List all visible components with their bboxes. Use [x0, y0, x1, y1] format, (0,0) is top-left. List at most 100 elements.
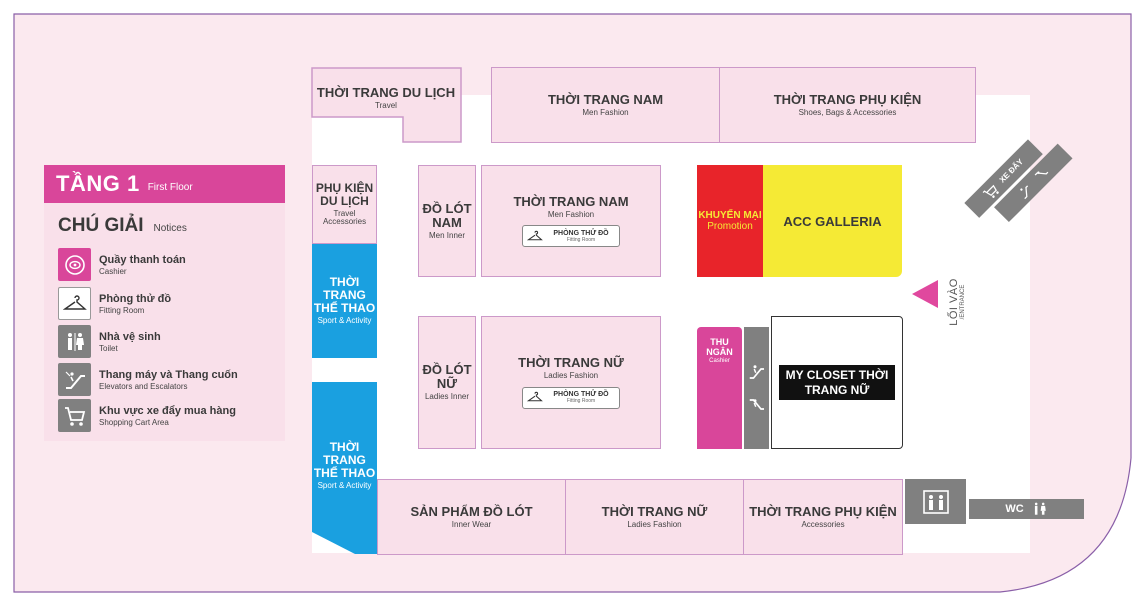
hanger-icon: [58, 287, 91, 320]
legend-sublabel: Toilet: [99, 343, 118, 353]
zone-men-inner[interactable]: ĐỒ LÓT NAM Men Inner: [418, 165, 476, 277]
zone-sub: Sport & Activity: [317, 480, 372, 490]
zone-sub: Sport & Activity: [317, 316, 372, 326]
zone-name: THỜI TRANG NỮ: [601, 503, 708, 519]
floor-title: TẦNG 1 First Floor: [44, 165, 285, 203]
cart-strip-2: [994, 143, 1073, 223]
legend-label: Phòng thử đồ: [99, 292, 172, 305]
zone-sub: Travel: [375, 101, 397, 111]
zone-name: KHUYẾN MẠI: [698, 210, 762, 221]
wc-block: WC: [969, 499, 1084, 519]
zone-ladies-fashion-mid[interactable]: THỜI TRANG NỮ Ladies Fashion PHÒNG THỬ Đ…: [481, 316, 661, 449]
zone-sub: Travel Accessories: [322, 208, 367, 227]
fitting-room-label: PHÒNG THỬ ĐỒ: [553, 229, 609, 237]
zone-name: THỜI TRANG NỮ: [518, 355, 624, 371]
zone-name: THỜI TRANG NAM: [547, 91, 664, 107]
fitting-room-sub: Fitting Room: [566, 236, 596, 243]
zone-sport-1[interactable]: THỜI TRANG THỂ THAO Sport & Activity: [312, 244, 377, 358]
legend-title: CHÚ GIẢI Notices: [58, 215, 187, 237]
fitting-room-label: PHÒNG THỬ ĐỒ: [553, 391, 609, 399]
zone-name: MY CLOSET THỜI TRANG NỮ: [779, 365, 895, 400]
zone-sub: Promotion: [707, 221, 753, 232]
escalator-block: [744, 327, 769, 449]
hanger-icon: [527, 230, 543, 241]
legend-label: Khu vực xe đẩy mua hàng: [99, 404, 236, 417]
legend-subtitle: Notices: [153, 223, 187, 234]
zone-ladies-fashion-bottom[interactable]: THỜI TRANG NỮ Ladies Fashion: [565, 479, 744, 555]
legend-item-cashier: Quầy thanh toán Cashier: [58, 248, 186, 281]
zone-name: ACC GALLERIA: [783, 213, 882, 229]
entrance-arrow-icon: [912, 280, 938, 308]
zone-name: SẢN PHẨM ĐỒ LÓT: [410, 503, 533, 519]
legend-title-text: CHÚ GIẢI: [58, 215, 144, 236]
shopping-cart-icon: [982, 184, 999, 198]
zone-sub: Accessories: [801, 519, 845, 529]
escalator-icon: [58, 363, 91, 396]
escalator-icon: [1019, 185, 1028, 199]
legend-label: Nhà vệ sinh: [99, 330, 161, 343]
escalator-icon: [1034, 171, 1048, 176]
zone-ladies-inner[interactable]: ĐỒ LÓT NỮ Ladies Inner: [418, 316, 476, 449]
entrance-sub: /ENTRANCE: [960, 284, 966, 320]
legend-panel: TẦNG 1 First Floor CHÚ GIẢI Notices Quầy…: [44, 165, 285, 441]
legend-sublabel: Fitting Room: [99, 305, 145, 315]
fitting-room-badge: PHÒNG THỬ ĐỒ Fitting Room: [522, 386, 620, 409]
legend-label: Quầy thanh toán: [99, 253, 186, 266]
zone-name: THU NGÂN: [706, 337, 733, 358]
zone-name: ĐỒ LÓT NỮ: [422, 362, 472, 392]
legend-item-toilet: Nhà vệ sinh Toilet: [58, 325, 161, 358]
legend-sublabel: Cashier: [99, 266, 127, 276]
zone-name: THỜI TRANG THỂ THAO: [313, 275, 376, 316]
zone-name: ĐỒ LÓT NAM: [422, 200, 472, 230]
toilet-icon: [1034, 502, 1046, 515]
zone-accessories-bottom[interactable]: THỜI TRANG PHỤ KIỆN Accessories: [743, 479, 903, 555]
wc-label: WC: [1005, 503, 1024, 515]
zone-sub: Ladies Fashion: [627, 519, 682, 529]
zone-sub: Men Inner: [428, 230, 466, 240]
zone-name: THỜI TRANG DU LỊCH: [316, 85, 456, 100]
zone-sub: Inner Wear: [451, 519, 492, 529]
zone-promotion[interactable]: KHUYẾN MẠI Promotion: [697, 165, 763, 277]
cashier-icon: [58, 248, 91, 281]
zone-travel[interactable]: THỜI TRANG DU LỊCH Travel: [311, 85, 461, 111]
zone-sport-2[interactable]: THỜI TRANG THỂ THAO Sport & Activity: [312, 441, 377, 491]
zone-acc-galleria[interactable]: ACC GALLERIA: [763, 165, 902, 277]
zone-inner-wear[interactable]: SẢN PHẨM ĐỒ LÓT Inner Wear: [377, 479, 566, 555]
legend-sublabel: Elevators and Escalators: [99, 381, 188, 391]
zone-men-fashion-mid[interactable]: THỜI TRANG NAM Men Fashion PHÒNG THỬ ĐỒ …: [481, 165, 661, 277]
zone-sub: Shoes, Bags & Accessories: [798, 107, 897, 117]
zone-name: THỜI TRANG PHỤ KIỆN: [749, 503, 897, 519]
shopping-cart-icon: [58, 399, 91, 432]
entrance-text: LỐI VÀO: [948, 278, 960, 326]
escalator-icon: [749, 365, 764, 379]
zone-name: THỜI TRANG NAM: [513, 193, 629, 209]
zone-sub: Cashier: [709, 357, 730, 364]
zone-travel-accessories[interactable]: PHỤ KIỆN DU LỊCH Travel Accessories: [312, 165, 377, 244]
zone-my-closet[interactable]: MY CLOSET THỜI TRANG NỮ: [771, 316, 903, 449]
floor-title-text: TẦNG 1: [56, 171, 140, 196]
fitting-room-sub: Fitting Room: [566, 398, 596, 405]
legend-item-escalator: Thang máy và Thang cuốn Elevators and Es…: [58, 363, 238, 396]
toilet-icon: [58, 325, 91, 358]
zone-sub: Ladies Inner: [424, 392, 470, 402]
zone-men-fashion-top[interactable]: THỜI TRANG NAM Men Fashion: [491, 67, 720, 143]
zone-accessories-top[interactable]: THỜI TRANG PHỤ KIỆN Shoes, Bags & Access…: [719, 67, 976, 143]
legend-label: Thang máy và Thang cuốn: [99, 368, 238, 381]
elevator-icon: [922, 489, 949, 514]
zone-sub: Men Fashion: [582, 107, 629, 117]
cart-area: XE ĐẨY: [964, 139, 1073, 232]
zone-name: THỜI TRANG PHỤ KIỆN: [773, 91, 922, 107]
escalator-icon: [749, 399, 764, 410]
zone-sub: Men Fashion: [547, 209, 595, 219]
elevator-block: [905, 479, 966, 524]
zone-travel-shape: [311, 67, 462, 143]
legend-sublabel: Shopping Cart Area: [99, 417, 169, 427]
zone-sport-2-shape: [312, 382, 377, 554]
zone-name: THỜI TRANG THỂ THAO: [313, 440, 376, 480]
hanger-icon: [527, 392, 543, 402]
zone-name: PHỤ KIỆN DU LỊCH: [315, 180, 374, 208]
zone-cashier[interactable]: THU NGÂN Cashier: [697, 327, 742, 449]
fitting-room-badge: PHÒNG THỬ ĐỒ Fitting Room: [522, 225, 620, 248]
entrance-label: LỐI VÀO /ENTRANCE: [948, 272, 972, 332]
legend-item-fitting-room: Phòng thử đồ Fitting Room: [58, 287, 171, 320]
